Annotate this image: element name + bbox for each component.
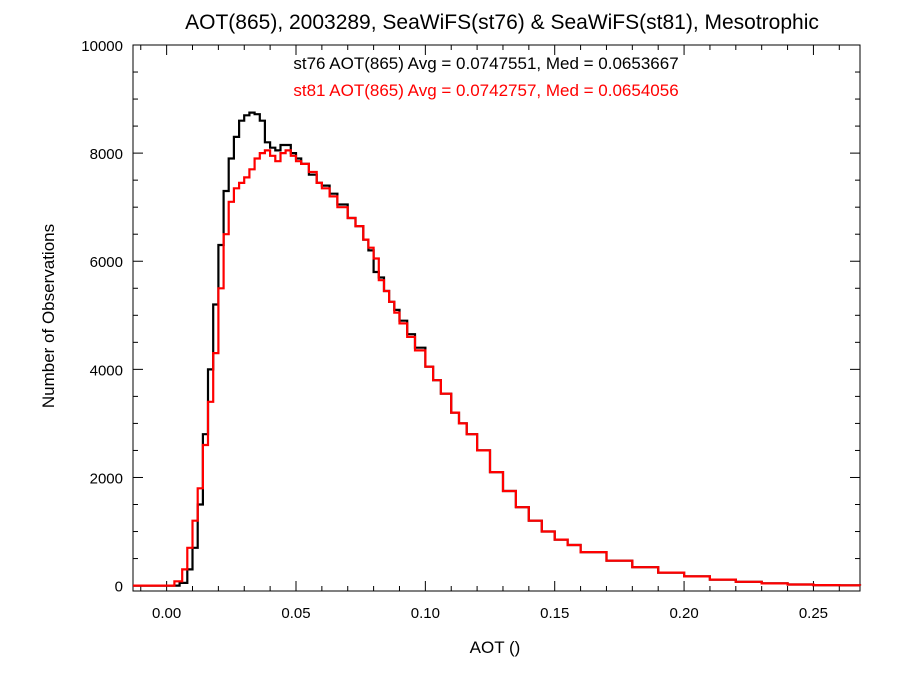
- y-tick-label: 4000: [90, 362, 123, 379]
- y-axis-label: Number of Observations: [39, 224, 58, 408]
- x-tick-label: 0.05: [281, 605, 310, 622]
- x-tick-label: 0.15: [540, 605, 569, 622]
- series-st81: [133, 149, 862, 587]
- x-tick-label: 0.20: [669, 605, 698, 622]
- chart-title: AOT(865), 2003289, SeaWiFS(st76) & SeaWi…: [185, 11, 819, 34]
- y-tick-label: 6000: [90, 254, 123, 271]
- plot-frame: [132, 44, 861, 592]
- plot-area: 0.00 0.05 0.10 0.15 0.20 0.25 0 2000 4000 6000 800…: [81, 38, 862, 622]
- legend-annotation-st76: st76 AOT(865) Avg = 0.0747551, Med = 0.0…: [293, 54, 678, 73]
- legend-annotation-st81: st81 AOT(865) Avg = 0.0742757, Med = 0.0…: [293, 81, 678, 100]
- x-tick-label: 0.00: [152, 605, 181, 622]
- y-tick-label: 0: [115, 579, 123, 596]
- x-tick-label: 0.25: [799, 605, 828, 622]
- y-tick-label: 10000: [81, 38, 123, 55]
- y-tick-label: 8000: [90, 146, 123, 163]
- x-tick-label: 0.10: [411, 605, 440, 622]
- x-axis-label: AOT (): [470, 638, 521, 657]
- y-tick-label: 2000: [90, 470, 123, 487]
